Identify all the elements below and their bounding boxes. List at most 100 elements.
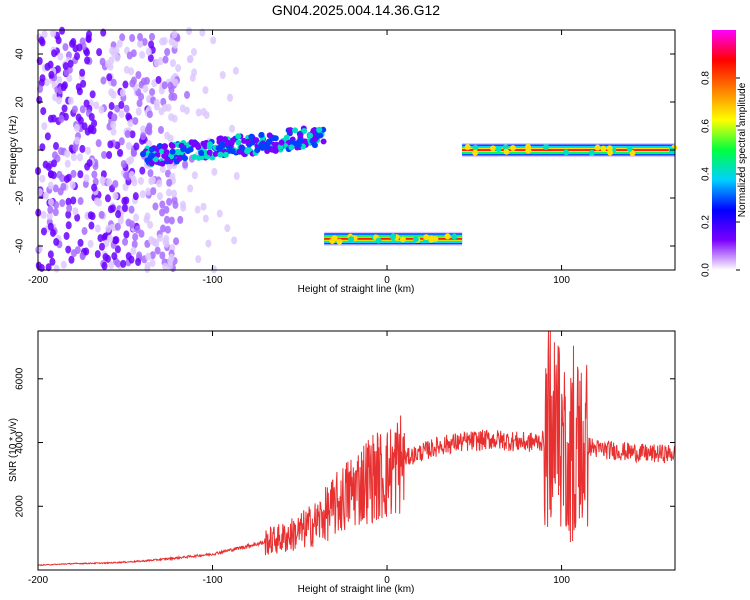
spectrogram-cell — [106, 178, 113, 187]
spectrogram-cell — [65, 221, 72, 230]
spectrogram-cell — [50, 29, 57, 38]
spectrogram-feature-segment — [324, 231, 463, 246]
spectrogram-cell — [412, 236, 419, 243]
colorbar-gradient — [712, 30, 736, 270]
spectrogram-cell — [110, 120, 117, 129]
spectrogram-cell — [146, 122, 153, 131]
spectrogram-band — [462, 149, 675, 151]
spectrogram-cell — [131, 240, 138, 249]
spectrogram-cell — [166, 197, 173, 206]
spectrogram-x-ticks: -200 -100 0 100 — [28, 30, 570, 286]
spectrogram-cell — [164, 225, 171, 234]
spectrogram-cell — [283, 134, 290, 141]
spectrogram-cell — [147, 220, 154, 229]
spectrogram-cell — [56, 170, 63, 179]
spectrogram-cell — [215, 145, 222, 152]
spectrogram-cell — [175, 64, 182, 73]
spectrogram-cell — [135, 258, 142, 267]
spectrogram-cell — [132, 116, 139, 125]
spectrogram-y-tick-label: 40 — [15, 48, 26, 60]
spectrogram-cell — [348, 236, 355, 243]
spectrogram-cell — [105, 224, 112, 233]
colorbar-tick-label: 0.8 — [701, 71, 712, 85]
snr-marks — [37, 330, 676, 567]
spectrogram-cell — [120, 160, 127, 169]
spectrogram-cell — [96, 48, 103, 57]
spectrogram-cell — [53, 237, 60, 246]
spectrogram-cell — [224, 224, 231, 233]
spectrogram-cell — [76, 153, 83, 162]
spectrogram-cell — [472, 144, 479, 151]
spectrogram-cell — [147, 169, 154, 178]
spectrogram-cell — [525, 147, 532, 154]
snr-panel: -200 -100 0 100 2000 4000 6000 Height of stra… — [8, 330, 676, 595]
spectrogram-cell — [331, 235, 338, 242]
spectrogram-cell — [149, 251, 156, 260]
spectrogram-cell — [111, 113, 118, 122]
colorbar-tick-label: 0.0 — [701, 263, 712, 277]
spectrogram-cell — [122, 237, 129, 246]
spectrogram-marks — [35, 26, 678, 274]
spectrogram-cell — [503, 148, 510, 155]
spectrogram-cell — [198, 150, 205, 157]
spectrogram-cell — [179, 200, 186, 209]
spectrogram-cell — [606, 145, 613, 152]
spectrogram-cell — [121, 203, 128, 212]
spectrogram-cell — [428, 235, 435, 242]
spectrogram-cell — [48, 170, 55, 179]
spectrogram-cell — [132, 232, 139, 241]
spectrogram-cell — [83, 174, 90, 183]
spectrogram-cell — [111, 252, 118, 261]
spectrogram-cell — [159, 37, 166, 46]
spectrogram-cell — [232, 66, 239, 75]
spectrogram-cell — [212, 150, 219, 157]
spectrogram-cell — [292, 127, 299, 134]
spectrogram-cell — [152, 202, 159, 211]
spectrogram-cell — [71, 105, 78, 114]
spectrogram-cell — [66, 74, 73, 83]
spectrogram-cell — [133, 142, 140, 151]
spectrogram-cell — [159, 160, 166, 167]
spectrogram-cell — [129, 79, 136, 88]
spectrogram-cell — [59, 26, 66, 35]
spectrogram-y-tick-label: 20 — [15, 96, 26, 108]
spectrogram-cell — [317, 132, 324, 139]
spectrogram-cell — [96, 198, 103, 207]
spectrogram-cell — [59, 199, 66, 208]
snr-y-tick-label: 2000 — [15, 495, 26, 518]
spectrogram-cell — [189, 73, 196, 82]
spectrogram-cell — [61, 104, 68, 113]
spectrogram-cell — [390, 233, 397, 240]
spectrogram-cell — [81, 227, 88, 236]
spectrogram-cell — [135, 70, 142, 79]
snr-x-tick-label: 0 — [384, 575, 390, 586]
spectrogram-cell — [89, 90, 96, 99]
spectrogram-cell — [36, 95, 43, 104]
spectrogram-cell — [88, 221, 95, 230]
spectrogram-cell — [194, 205, 201, 214]
figure-title: GN04.2025.004.14.36.G12 — [272, 2, 440, 18]
spectrogram-x-tick-label: -200 — [28, 275, 48, 286]
spectrogram-cell — [84, 146, 91, 155]
spectrogram-cell — [74, 136, 81, 145]
spectrogram-cell — [41, 122, 48, 131]
spectrogram-y-label: Frequency (Hz) — [8, 116, 19, 185]
spectrogram-cell — [129, 130, 136, 139]
spectrogram-cell — [83, 247, 90, 256]
spectrogram-cell — [55, 96, 62, 105]
spectrogram-cell — [444, 233, 451, 240]
spectrogram-cell — [52, 208, 59, 217]
spectrogram-cell — [166, 178, 173, 187]
spectrogram-cell — [148, 146, 155, 153]
spectrogram-cell — [104, 254, 111, 263]
spectrogram-cell — [44, 132, 51, 141]
spectrogram-cell — [375, 237, 382, 244]
spectrogram-cell — [180, 146, 187, 153]
spectrogram-cell — [109, 46, 116, 55]
spectrogram-cell — [130, 246, 137, 255]
spectrogram-cell — [195, 108, 202, 117]
spectrogram-cell — [52, 184, 59, 193]
spectrogram-cell — [229, 148, 236, 155]
spectrogram-cell — [563, 149, 570, 156]
snr-series-line — [37, 330, 676, 567]
